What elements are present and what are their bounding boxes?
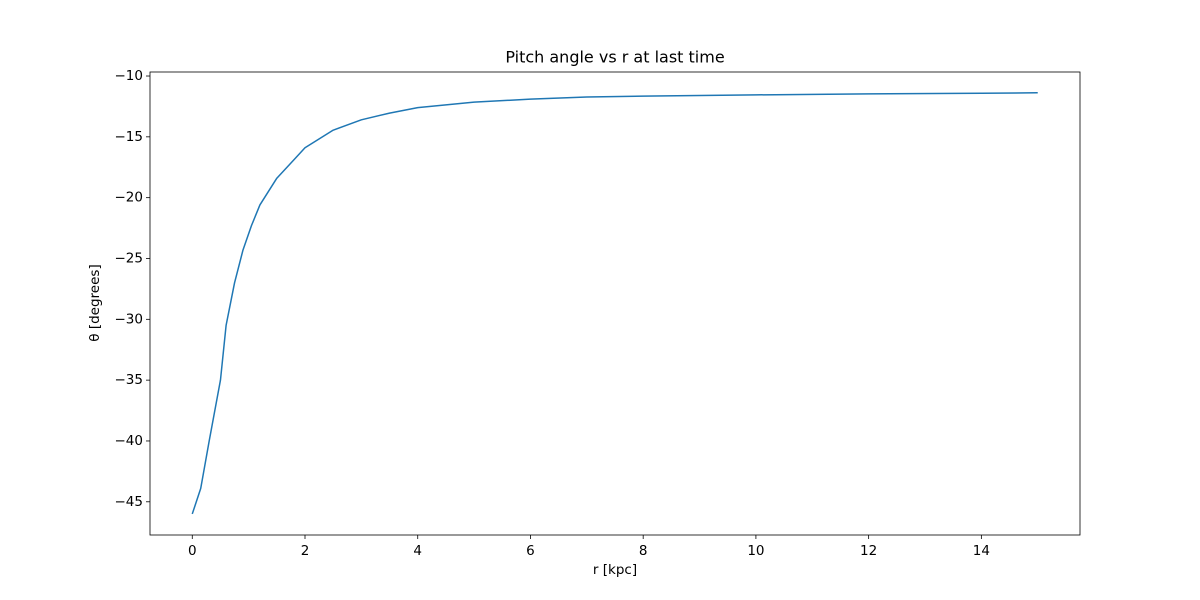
data-line (191, 92, 1038, 515)
x-tick-label: 8 (639, 543, 648, 559)
y-tick-label: −45 (115, 494, 144, 510)
y-tick-label: −30 (115, 311, 144, 327)
x-tick-label: 10 (747, 543, 764, 559)
x-tick-label: 12 (860, 543, 877, 559)
chart-title: Pitch angle vs r at last time (505, 48, 724, 67)
y-tick-label: −25 (115, 250, 144, 266)
x-axis-label: r [kpc] (593, 562, 637, 578)
plot-frame (149, 71, 1081, 536)
y-tick-label: −20 (115, 190, 144, 206)
y-tick-label: −10 (115, 68, 144, 84)
x-tick-label: 2 (301, 543, 310, 559)
x-tick-label: 6 (526, 543, 535, 559)
x-tick-label: 4 (413, 543, 422, 559)
x-tick-label: 0 (188, 543, 197, 559)
x-tick-label: 14 (973, 543, 990, 559)
y-axis-label: θ [degrees] (87, 264, 103, 341)
y-tick-label: −15 (115, 129, 144, 145)
y-tick-label: −40 (115, 433, 144, 449)
y-tick-label: −35 (115, 372, 144, 388)
